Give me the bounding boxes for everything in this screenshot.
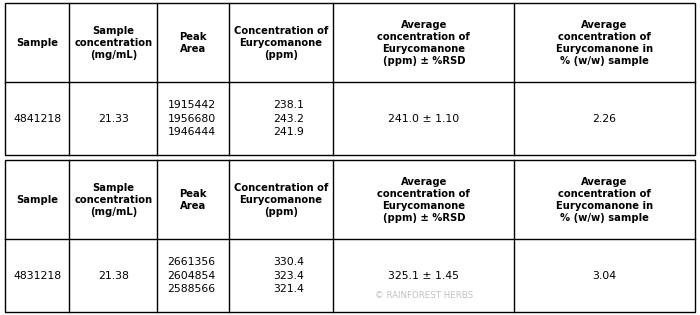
Text: 238.1
243.2
241.9: 238.1 243.2 241.9	[273, 100, 304, 137]
Text: 1915442
1956680
1946444: 1915442 1956680 1946444	[167, 100, 216, 137]
Text: 21.38: 21.38	[98, 271, 129, 281]
Text: Concentration of
Eurycomanone
(ppm): Concentration of Eurycomanone (ppm)	[234, 26, 328, 60]
Text: Average
concentration of
Eurycomanone
(ppm) ± %RSD: Average concentration of Eurycomanone (p…	[377, 176, 470, 222]
Text: Sample
concentration
(mg/mL): Sample concentration (mg/mL)	[74, 26, 153, 60]
Text: 4831218: 4831218	[13, 271, 61, 281]
Text: 2.26: 2.26	[593, 113, 617, 123]
Text: 3.04: 3.04	[592, 271, 617, 281]
Text: Average
concentration of
Eurycomanone in
% (w/w) sample: Average concentration of Eurycomanone in…	[556, 176, 653, 222]
Text: Sample
concentration
(mg/mL): Sample concentration (mg/mL)	[74, 182, 153, 216]
Bar	[5, 160, 695, 312]
Text: Sample: Sample	[16, 37, 58, 48]
Bar	[5, 3, 695, 155]
Text: 241.0 ± 1.10: 241.0 ± 1.10	[389, 113, 459, 123]
Text: © RAINFOREST HERBS: © RAINFOREST HERBS	[374, 291, 473, 301]
Text: 325.1 ± 1.45: 325.1 ± 1.45	[389, 271, 459, 281]
Text: Average
concentration of
Eurycomanone
(ppm) ± %RSD: Average concentration of Eurycomanone (p…	[377, 20, 470, 66]
Text: 2661356
2604854
2588566: 2661356 2604854 2588566	[167, 257, 216, 294]
Text: Peak
Area: Peak Area	[179, 188, 206, 210]
Text: 330.4
323.4
321.4: 330.4 323.4 321.4	[273, 257, 304, 294]
Text: 21.33: 21.33	[98, 113, 129, 123]
Text: Sample: Sample	[16, 195, 58, 204]
Text: 4841218: 4841218	[13, 113, 61, 123]
Text: Concentration of
Eurycomanone
(ppm): Concentration of Eurycomanone (ppm)	[234, 182, 328, 216]
Text: Peak
Area: Peak Area	[179, 32, 206, 54]
Text: Average
concentration of
Eurycomanone in
% (w/w) sample: Average concentration of Eurycomanone in…	[556, 20, 653, 66]
